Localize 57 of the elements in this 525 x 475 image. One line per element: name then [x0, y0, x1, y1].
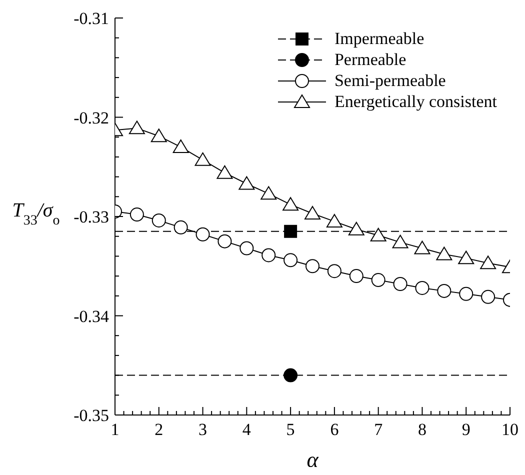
- point: [284, 368, 298, 382]
- point: [349, 269, 364, 284]
- y-tick-label: -0.35: [74, 406, 109, 425]
- point: [196, 227, 210, 242]
- point: [284, 253, 298, 268]
- point: [393, 276, 408, 291]
- point: [436, 246, 452, 260]
- x-tick-label: 10: [502, 420, 518, 439]
- point: [216, 165, 233, 179]
- point: [194, 152, 211, 166]
- legend-label: Permeable: [334, 50, 406, 70]
- point: [371, 273, 386, 288]
- x-tick-label: 1: [110, 420, 120, 439]
- y-tick-label: -0.33: [74, 208, 109, 226]
- point: [260, 186, 277, 200]
- x-tick-label: 5: [286, 420, 295, 439]
- point: [327, 264, 342, 278]
- x-axis-title: α: [306, 447, 319, 472]
- point: [282, 197, 299, 211]
- point: [481, 290, 496, 304]
- point: [370, 228, 386, 242]
- point: [415, 280, 430, 295]
- point: [128, 120, 145, 134]
- point: [459, 286, 474, 301]
- point: [414, 240, 430, 254]
- point: [262, 248, 276, 262]
- point: [458, 250, 474, 264]
- y-tick-label: -0.31: [74, 9, 109, 28]
- point: [348, 222, 364, 236]
- legend-label: Semi-permeable: [334, 70, 446, 90]
- x-tick-label: 2: [154, 420, 164, 439]
- x-tick-label: 8: [418, 420, 426, 439]
- y-axis-title: T$_{33}$/σ$_{o}$: [12, 200, 60, 228]
- point: [326, 214, 342, 228]
- y-tick-label: -0.32: [74, 108, 109, 128]
- x-tick-label: 9: [462, 420, 470, 439]
- point: [306, 259, 320, 274]
- point: [174, 220, 188, 234]
- legend-label: Impermeable: [334, 28, 424, 48]
- point: [392, 234, 408, 248]
- point: [238, 176, 255, 190]
- x-tick-label: 6: [330, 420, 339, 439]
- y-tick-label: -0.34: [74, 306, 110, 326]
- legend-label: Energetically consistent: [334, 92, 497, 112]
- point: [284, 224, 298, 238]
- point: [218, 234, 232, 248]
- point: [240, 241, 254, 256]
- point: [304, 206, 320, 220]
- point: [437, 284, 452, 298]
- point: [480, 256, 496, 270]
- x-tick-label: 7: [374, 420, 384, 439]
- point: [172, 140, 189, 154]
- point: [130, 208, 144, 222]
- point: [152, 213, 166, 228]
- x-tick-label: 4: [242, 420, 252, 439]
- x-tick-label: 3: [198, 420, 208, 439]
- point: [150, 128, 167, 142]
